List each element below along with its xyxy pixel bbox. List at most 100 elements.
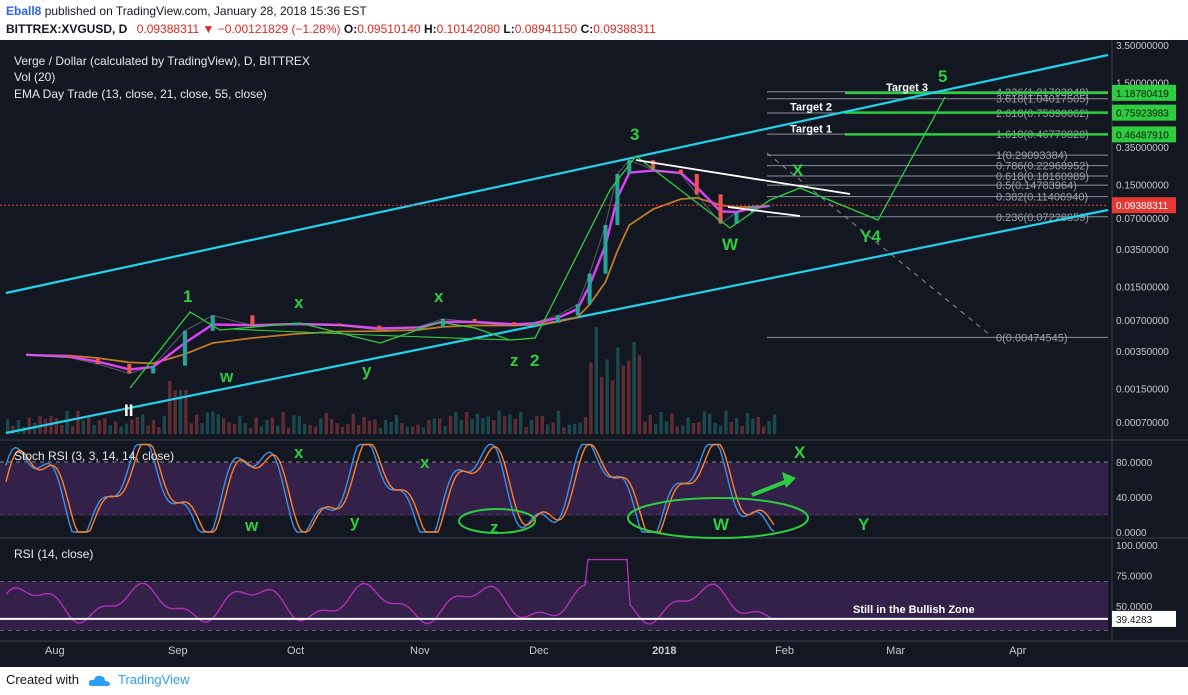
volume-bar — [708, 413, 712, 434]
volume-bar — [605, 359, 609, 434]
volume-bar — [540, 415, 544, 434]
tradingview-brand[interactable]: TradingView — [118, 672, 190, 687]
volume-bar — [756, 417, 760, 434]
volume-bar — [265, 419, 269, 434]
volume-bar — [654, 423, 658, 434]
chart-stage[interactable]: 4.236(1.21703948) 3.618(1.04017505) 2.618(… — [0, 40, 1188, 667]
volume-bar — [373, 419, 377, 434]
wave-label: x — [294, 293, 304, 312]
price-tick-label: 3.50000000 — [1116, 41, 1169, 52]
fib-level-label: 0.786(0.22968952) — [996, 161, 1089, 173]
candle — [718, 194, 723, 224]
volume-bar — [610, 380, 615, 434]
chart-background — [0, 40, 1188, 667]
volume-bar — [562, 427, 566, 434]
volume-bar — [762, 426, 766, 434]
wave-label: 2 — [530, 351, 539, 370]
volume-bar — [697, 422, 701, 434]
low-value: 0.08941150 — [514, 22, 578, 36]
close-line — [26, 159, 769, 375]
volume-bar — [432, 418, 436, 434]
volume-bar — [254, 417, 258, 434]
wave-label: W — [722, 235, 739, 254]
volume-bar — [135, 417, 139, 434]
volume-bar — [772, 414, 777, 434]
fib-level-label: 0.382(0.11406940) — [996, 192, 1088, 204]
volume-bar — [438, 418, 442, 434]
candle — [734, 212, 739, 224]
candles — [0, 159, 1108, 375]
publisher-name[interactable]: Eball8 — [6, 4, 42, 18]
volume-bar — [303, 423, 307, 434]
volume-bar — [551, 422, 555, 434]
candle — [678, 169, 683, 174]
fib-level-label: 0.5(0.14783964) — [996, 180, 1077, 192]
volume-bar — [384, 419, 388, 434]
volume-bar — [686, 417, 690, 434]
volume-bar — [475, 413, 480, 434]
rsi-tick-label: 75.0000 — [1116, 572, 1153, 583]
price-tick-label: 0.00350000 — [1116, 347, 1169, 358]
volume-bar — [729, 421, 733, 434]
volume-bar — [81, 420, 85, 434]
volume-bar — [340, 426, 345, 434]
volume-bar — [427, 420, 431, 434]
volume-bar — [578, 422, 582, 434]
volume-bar — [583, 417, 588, 434]
volume-bar — [76, 410, 80, 434]
stoch-wave-label: y — [350, 512, 360, 531]
volume-bar — [216, 414, 220, 434]
stoch-wave-label: X — [794, 443, 806, 462]
volume-bar — [691, 423, 696, 434]
correction-path — [229, 328, 536, 341]
volume-bar — [146, 425, 150, 434]
stoch-wave-label: w — [244, 516, 259, 535]
volume-bar — [211, 411, 215, 434]
rsi-band — [0, 581, 1108, 631]
candle — [151, 365, 156, 374]
volume-bar — [454, 411, 458, 434]
wave-label: w — [219, 367, 234, 386]
volume-bar — [200, 423, 204, 434]
wave-label: y — [362, 361, 372, 380]
volume-bar — [351, 413, 355, 434]
target-label: Target 3 — [886, 82, 928, 94]
stoch-wave-label: Y — [858, 515, 870, 534]
volume-bar — [556, 410, 561, 434]
publish-line: Eball8 published on TradingView.com, Jan… — [6, 4, 367, 18]
volume-bar — [627, 360, 631, 434]
volume-bar — [594, 326, 598, 434]
time-axis[interactable]: Aug Sep Oct Nov Dec 2018 Feb Mar Apr — [0, 640, 1188, 657]
stoch-wave-label: x — [420, 453, 430, 472]
volume-bar — [357, 425, 361, 434]
volume-bar — [16, 420, 21, 434]
price-tick-label: 0.01500000 — [1116, 282, 1169, 293]
candle — [587, 273, 592, 305]
volume-bar — [767, 421, 771, 434]
target-label: Target 2 — [790, 102, 832, 114]
chart-canvas[interactable]: 4.236(1.21703948)3.618(1.04017505)2.618(… — [0, 40, 1188, 667]
stoch-wave-label: W — [713, 515, 730, 534]
time-tick-label: Sep — [168, 645, 188, 657]
volume-bar — [465, 412, 469, 434]
volume-bar — [389, 421, 393, 434]
volume-bar — [740, 425, 744, 434]
volume-bar — [130, 419, 134, 434]
target-tag-label: 0.46487910 — [1116, 130, 1169, 141]
fib-levels: 4.236(1.21703948)3.618(1.04017505)2.618(… — [767, 87, 1108, 344]
candle — [766, 205, 771, 208]
target-tag-label: 0.75923983 — [1116, 109, 1169, 120]
wave-label: 5 — [938, 67, 947, 86]
volume-bar — [751, 418, 755, 434]
stoch-band — [0, 463, 1108, 516]
high-label: H: — [423, 22, 437, 36]
volume-bar — [70, 425, 75, 434]
fib-level-label: 3.618(1.04017505) — [996, 94, 1089, 106]
volume-bar — [524, 427, 528, 434]
created-with-text: Created with — [6, 672, 79, 687]
volume-bar — [492, 420, 496, 434]
time-tick-label: Apr — [1009, 645, 1026, 657]
stoch-ellipse-z — [458, 508, 536, 534]
price-axis[interactable]: 3.500000001.500000000.700000000.35000000… — [1111, 40, 1176, 640]
time-tick-label: Aug — [45, 645, 65, 657]
